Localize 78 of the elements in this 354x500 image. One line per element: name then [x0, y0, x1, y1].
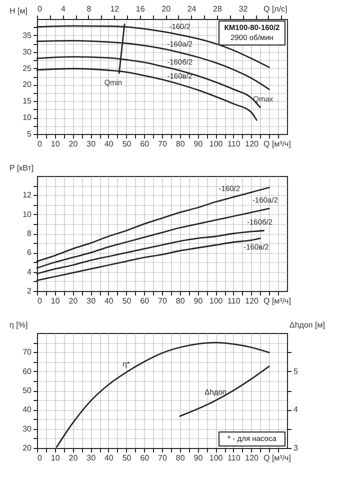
y-tick-label: 30: [22, 47, 32, 56]
y-tick-label: 10: [22, 210, 32, 219]
x-tick-label: 20: [68, 454, 78, 462]
x-tick-label: 100: [209, 296, 224, 306]
x-tick-label: 10: [50, 454, 60, 462]
y-tick-label: 70: [22, 348, 32, 357]
x2-tick-label: 24: [187, 4, 197, 14]
y-tick-label: 40: [22, 405, 32, 414]
x-tick-label: 70: [158, 140, 168, 148]
y2-tick-label: 5: [294, 366, 298, 376]
x-tick-label: 60: [140, 140, 150, 148]
x-tick-label: 90: [194, 140, 204, 148]
x-tick-label: 80: [176, 454, 186, 462]
y-axis-title: H [м]: [10, 6, 28, 16]
x-tick-label: 80: [176, 140, 186, 148]
x-tick-label: 120: [245, 296, 260, 306]
y-tick-label: 10: [22, 113, 32, 122]
x-tick-label: 30: [86, 296, 96, 306]
x2-tick-label: 8: [86, 4, 92, 14]
x-tick-label: 110: [228, 296, 241, 306]
x-tick-label: 0: [38, 140, 42, 148]
x-tick-label: 20: [68, 296, 78, 306]
x2-tick-label: 20: [162, 4, 172, 14]
x-tick-label: 100: [209, 140, 224, 148]
x-tick-label: 110: [228, 454, 241, 462]
y-tick-label: 4: [27, 267, 32, 276]
x-tick-label: 0: [38, 454, 42, 462]
x-axis-title: Q [м³/ч]: [264, 296, 291, 306]
y-tick-label: 5: [27, 130, 32, 138]
x2-tick-label: 16: [136, 4, 146, 14]
x2-tick-label: 28: [213, 4, 222, 14]
x-tick-label: 60: [140, 454, 150, 462]
x-tick-label: 100: [209, 454, 224, 462]
y-tick-label: 35: [22, 30, 32, 40]
x-tick-label: 80: [176, 296, 186, 306]
y-tick-label: 15: [22, 96, 32, 106]
x-tick-label: 50: [122, 140, 132, 148]
x-axis-title: Q [м³/ч]: [264, 140, 291, 148]
y2-tick-label: 4: [294, 405, 298, 414]
y-tick-label: 20: [22, 80, 32, 90]
x-tick-label: 120: [245, 140, 260, 148]
x-tick-label: 70: [158, 454, 168, 462]
y-tick-label: 60: [22, 366, 32, 376]
x-tick-label: 60: [140, 296, 150, 306]
x-tick-label: 90: [194, 296, 204, 306]
x-tick-label: 30: [86, 140, 96, 148]
x-tick-label: 40: [104, 296, 114, 306]
x-tick-label: 40: [104, 140, 114, 148]
y-tick-label: 8: [27, 229, 32, 238]
y-tick-label: 12: [22, 190, 32, 200]
y-tick-label: 20: [22, 444, 32, 452]
x-tick-label: 40: [104, 454, 114, 462]
x2-tick-label: 4: [60, 4, 66, 14]
y2-axis-title: Δhдоп [м]: [290, 320, 325, 330]
x-tick-label: 50: [122, 454, 132, 462]
x-tick-label: 20: [68, 140, 78, 148]
x-tick-label: 120: [245, 454, 260, 462]
x-axis-title: Q [м³/ч]: [264, 454, 291, 462]
x-tick-label: 0: [38, 296, 42, 306]
x2-tick-label: 12: [110, 4, 120, 14]
y-tick-label: 6: [27, 248, 32, 258]
y-tick-label: 2: [27, 286, 32, 296]
x-tick-label: 10: [50, 140, 60, 148]
y-axis-title: P [кВт]: [10, 164, 34, 172]
y-tick-label: 50: [22, 386, 32, 395]
x-tick-label: 30: [86, 454, 96, 462]
x2-tick-label: 32: [238, 4, 248, 14]
x-tick-label: 70: [158, 296, 168, 306]
x2-tick-label: 0: [38, 4, 42, 14]
y2-tick-label: 3: [294, 444, 298, 452]
y-tick-label: 25: [22, 64, 32, 73]
x-tick-label: 90: [194, 454, 204, 462]
x-tick-label: 50: [122, 296, 132, 306]
x2-axis-title: Q [л/с]: [264, 4, 288, 14]
x-tick-label: 110: [228, 140, 241, 148]
y-tick-label: 30: [22, 424, 32, 434]
x-tick-label: 10: [50, 296, 60, 306]
y-axis-title: η [%]: [10, 320, 28, 330]
